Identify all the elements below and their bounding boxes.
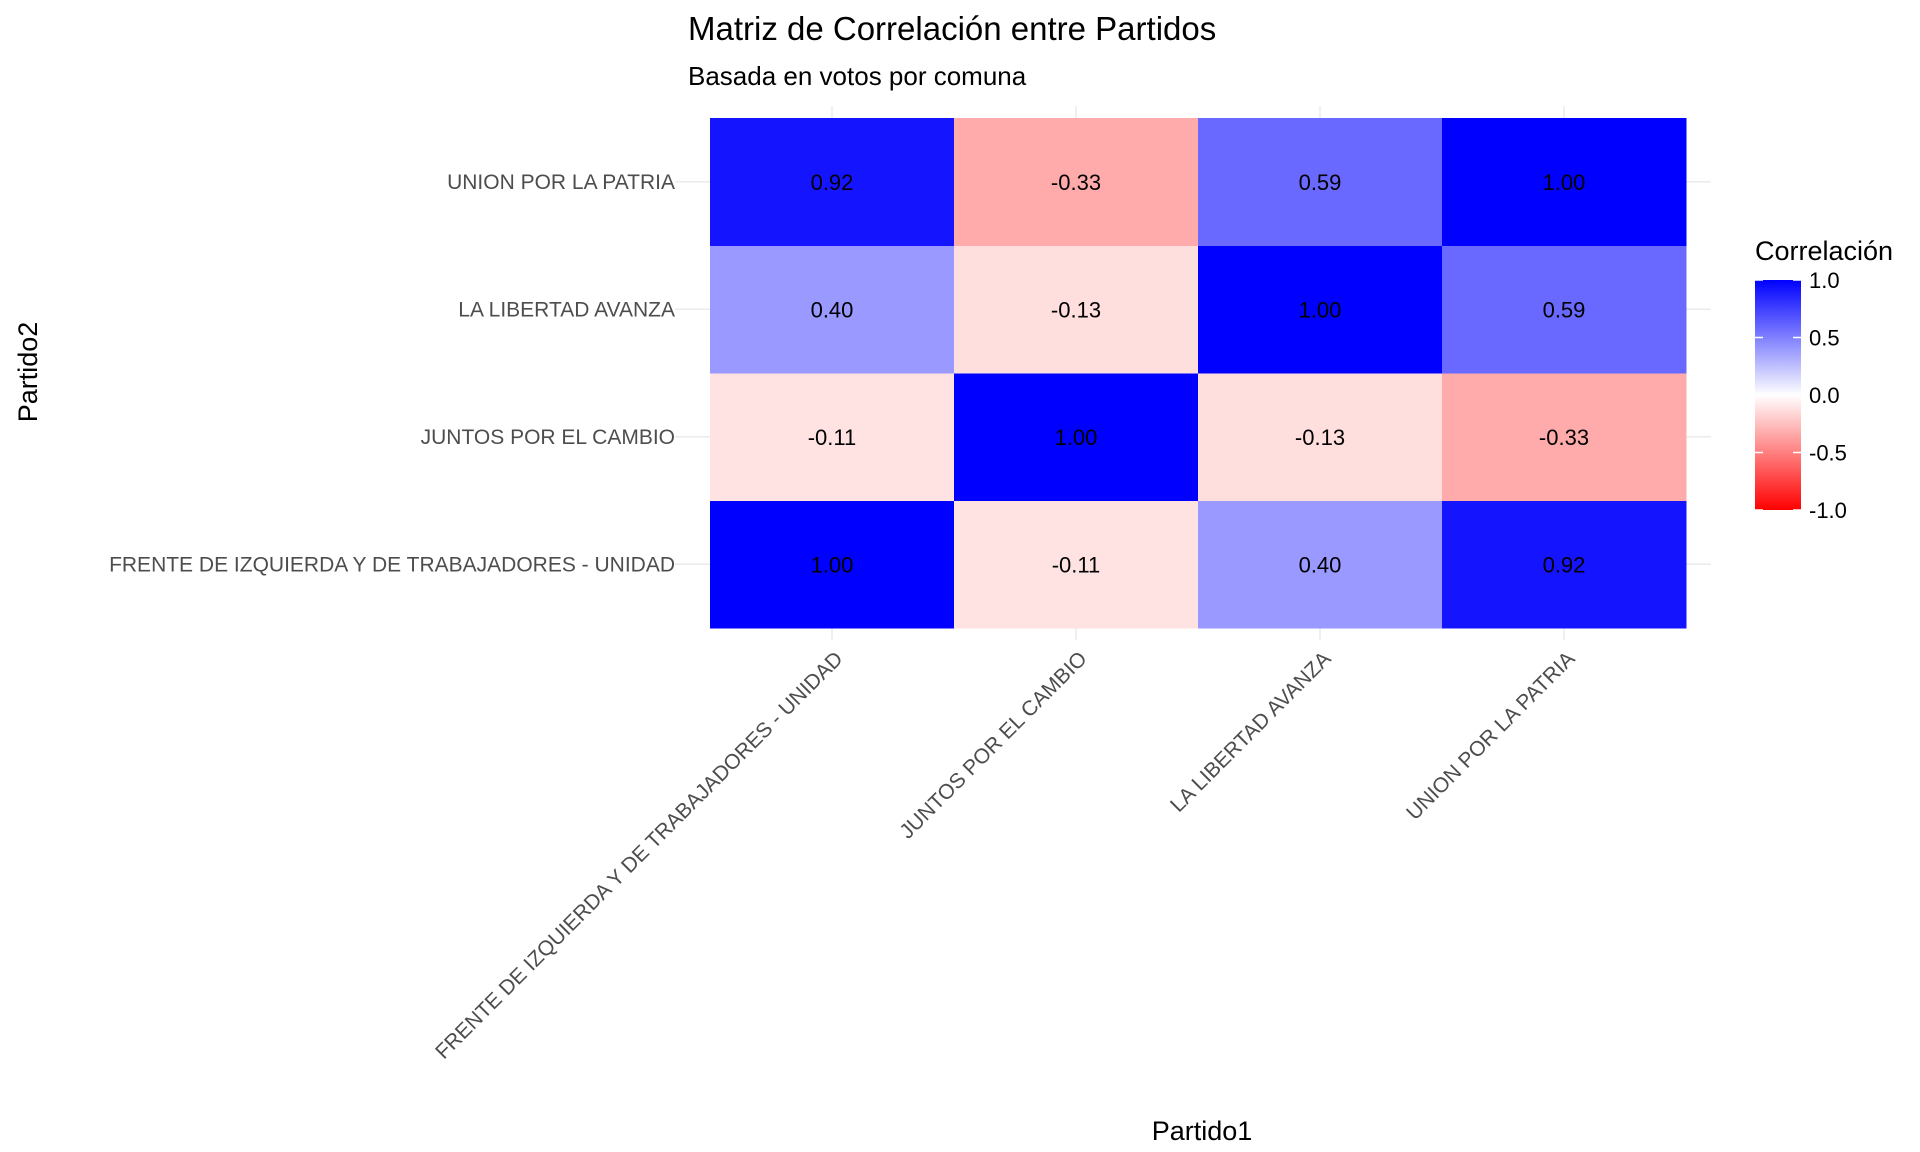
heatmap-cell	[954, 500, 1199, 629]
heatmap-cell	[1442, 245, 1687, 374]
cell-value-label: 0.40	[811, 297, 854, 322]
y-tick-label: FRENTE DE IZQUIERDA Y DE TRABAJADORES - …	[109, 553, 675, 576]
x-axis-tick-labels: FRENTE DE IZQUIERDA Y DE TRABAJADORES - …	[431, 647, 1579, 1063]
y-axis-title: Partido2	[13, 322, 43, 423]
y-tick-label: LA LIBERTAD AVANZA	[458, 298, 675, 321]
color-legend: Correlación 1.0 0.5 0.0 -0.5 -1.0	[1755, 236, 1893, 523]
x-tick-label: JUNTOS POR EL CAMBIO	[895, 647, 1091, 843]
legend-tick-label: 0.5	[1809, 326, 1840, 351]
chart-title: Matriz de Correlación entre Partidos	[688, 10, 1216, 47]
cell-value-labels: 1.00 -0.11 0.40 0.92 -0.11 1.00 -0.13 -0.33 0.40…	[808, 170, 1589, 578]
heatmap-cell	[954, 118, 1199, 246]
cell-value-label: 0.59	[1299, 170, 1342, 195]
heatmap-cell	[710, 118, 955, 246]
x-axis-title: Partido1	[1152, 1116, 1253, 1146]
heatmap-cell	[954, 373, 1199, 501]
heatmap-cell	[710, 373, 955, 501]
heatmap-cell	[1442, 373, 1687, 501]
cell-value-label: 1.00	[811, 552, 854, 577]
cell-value-label: 0.40	[1299, 552, 1342, 577]
legend-tick-label: -1.0	[1809, 498, 1847, 523]
heatmap-cell	[1442, 118, 1687, 246]
heatmap-cell	[1198, 118, 1443, 246]
heatmap-cell	[954, 245, 1199, 374]
cell-value-label: 0.59	[1543, 297, 1586, 322]
cell-value-label: -0.13	[1295, 425, 1345, 450]
y-tick-label: JUNTOS POR EL CAMBIO	[421, 426, 675, 449]
x-tick-label: FRENTE DE IZQUIERDA Y DE TRABAJADORES - …	[431, 647, 847, 1063]
cell-value-label: 0.92	[1543, 552, 1586, 577]
legend-tick-label: 0.0	[1809, 383, 1840, 408]
heatmap-cell	[710, 245, 955, 374]
cell-value-label: 1.00	[1055, 425, 1098, 450]
cell-value-label: -0.33	[1539, 425, 1589, 450]
heatmap-cell	[1198, 245, 1443, 374]
cell-value-label: 0.92	[811, 170, 854, 195]
cell-value-label: -0.11	[808, 425, 857, 450]
cell-value-label: 1.00	[1299, 297, 1342, 322]
cell-value-label: -0.13	[1051, 297, 1101, 322]
heatmap-cell	[1442, 500, 1687, 629]
cell-value-label: -0.11	[1052, 552, 1101, 577]
legend-title: Correlación	[1755, 236, 1893, 266]
legend-ticks: 1.0 0.5 0.0 -0.5 -1.0	[1755, 268, 1847, 523]
x-tick-label: LA LIBERTAD AVANZA	[1166, 647, 1335, 816]
y-axis-tick-labels: FRENTE DE IZQUIERDA Y DE TRABAJADORES - …	[109, 171, 675, 577]
cell-value-label: 1.00	[1543, 170, 1586, 195]
x-tick-label: UNION POR LA PATRIA	[1402, 647, 1579, 824]
heatmap-cell	[1198, 500, 1443, 629]
legend-tick-label: 1.0	[1809, 268, 1840, 293]
heatmap-cells	[710, 118, 1687, 629]
cell-value-label: -0.33	[1051, 170, 1101, 195]
y-tick-label: UNION POR LA PATRIA	[447, 171, 675, 194]
chart-subtitle: Basada en votos por comuna	[688, 61, 1027, 91]
legend-tick-label: -0.5	[1809, 441, 1847, 466]
heatmap-cell	[710, 500, 955, 629]
heatmap-cell	[1198, 373, 1443, 501]
